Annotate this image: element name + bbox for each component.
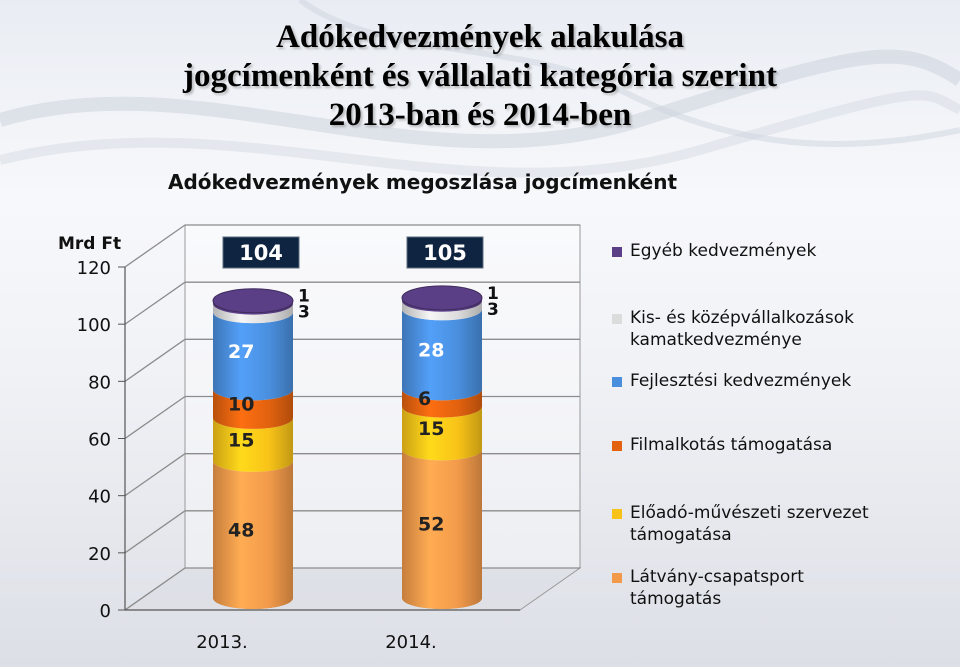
data-label: 28: [418, 339, 444, 361]
bar-segment: [402, 300, 482, 321]
bar-segment: [402, 449, 482, 609]
bar-segment: [402, 406, 482, 461]
data-label: 6: [418, 388, 431, 410]
legend-label: Előadó-művészeti szervezet támogatása: [630, 503, 869, 545]
bar-segment: [213, 303, 293, 324]
y-axis-label: Mrd Ft: [58, 234, 121, 254]
total-label-box: [406, 236, 484, 269]
y-tick-label: 100: [77, 315, 111, 336]
y-tick-label: 80: [88, 372, 111, 393]
y-tick-label: 60: [88, 430, 111, 451]
slide-title-line-3: 2013-ban és 2014-ben: [328, 97, 632, 133]
data-label: 10: [228, 394, 254, 416]
total-label: 104: [239, 241, 283, 265]
gridline-diagonal: [124, 395, 186, 440]
bar-segment: [213, 312, 293, 401]
data-label-small: 3: [298, 303, 310, 323]
data-label-small: 1: [298, 287, 310, 307]
x-tick-label: 2013.: [196, 632, 248, 653]
gridline-diagonal: [124, 453, 186, 497]
chart-floor: [123, 567, 582, 611]
legend-item: Kis- és középvállalkozások kamatkedvezmé…: [612, 307, 900, 351]
chart-title: Adókedvezmények megoszlása jogcímenként: [168, 170, 678, 194]
legend-swatch: [612, 441, 622, 451]
gridline-diagonal: [124, 338, 186, 382]
legend-swatch: [612, 247, 622, 257]
gridline-diagonal: [124, 224, 186, 268]
bar-segment: [213, 460, 293, 609]
bar-segment: [213, 417, 293, 472]
bar-segment: [213, 389, 293, 429]
gridline-diagonal: [124, 567, 186, 611]
legend-item: Filmalkotás támogatása: [612, 434, 832, 456]
legend-item: Látvány-csapatsport támogatás: [612, 566, 840, 610]
legend-item: Előadó-művészeti szervezet támogatása: [612, 502, 900, 546]
legend-swatch: [612, 573, 622, 583]
total-label-box: [222, 236, 300, 269]
bar-top: [212, 288, 294, 314]
data-label: 52: [418, 514, 444, 536]
legend-swatch: [612, 314, 622, 324]
data-label: 15: [228, 429, 254, 451]
legend-swatch: [612, 377, 622, 387]
y-tick-label: 40: [88, 487, 111, 508]
slide-title-line-2: jogcímenként és vállalati kategória szer…: [183, 58, 777, 94]
data-label: 15: [418, 418, 444, 440]
legend-label: Látvány-csapatsport támogatás: [630, 567, 804, 609]
y-tick-label: 0: [100, 601, 111, 622]
bar-segment: [402, 389, 482, 418]
gridline-diagonal: [124, 281, 186, 325]
legend-item: Egyéb kedvezmények: [612, 240, 816, 262]
data-label: 48: [228, 519, 254, 541]
slide-title: Adókedvezmények alakulása jogcímenként é…: [0, 18, 960, 135]
bar-segment: [402, 309, 482, 401]
gridline-diagonal: [124, 510, 186, 554]
legend-label: Filmalkotás támogatása: [630, 435, 833, 455]
total-label: 105: [423, 241, 467, 265]
y-tick-label: 20: [88, 544, 111, 565]
legend-label: Fejlesztési kedvezmények: [630, 371, 852, 391]
data-label-small: 3: [487, 300, 499, 320]
legend-label: Kis- és középvállalkozások kamatkedvezmé…: [630, 308, 854, 350]
slide-title-line-1: Adókedvezmények alakulása: [276, 19, 684, 55]
legend-label: Egyéb kedvezmények: [630, 241, 817, 261]
data-label-small: 1: [487, 284, 499, 304]
data-label: 27: [228, 341, 254, 363]
legend-swatch: [612, 509, 622, 519]
x-tick-label: 2014.: [385, 632, 437, 653]
bar-top: [401, 285, 483, 311]
y-tick-label: 120: [77, 258, 111, 279]
legend-item: Fejlesztési kedvezmények: [612, 370, 851, 392]
